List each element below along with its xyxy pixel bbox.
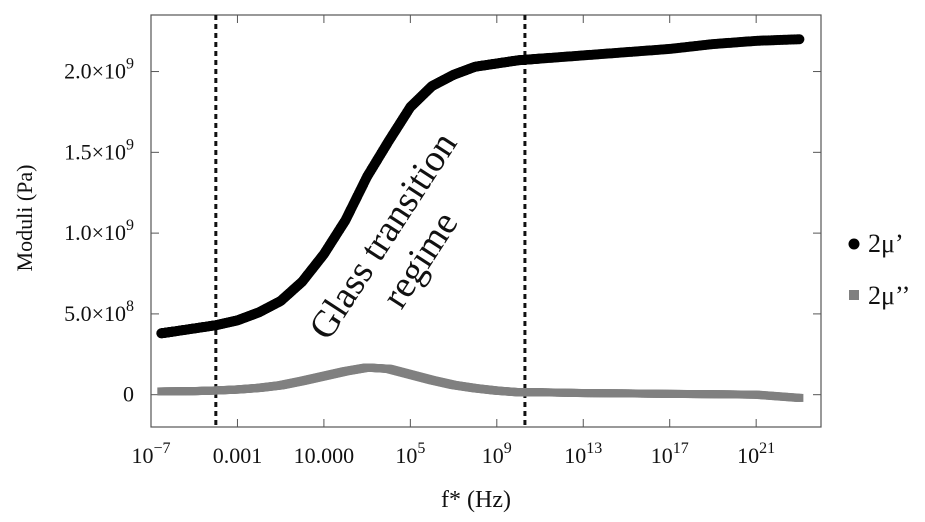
legend: 2μ’ 2μ’’ bbox=[848, 229, 910, 310]
x-tick-label: 1017 bbox=[651, 440, 689, 468]
y-tick-label: 5.0×108 bbox=[64, 298, 134, 326]
x-tick-label: 1021 bbox=[737, 440, 775, 468]
storage-modulus-point bbox=[794, 34, 805, 45]
legend-marker-loss bbox=[849, 290, 859, 300]
y-tick-label: 0 bbox=[123, 382, 134, 407]
y-tick-label: 1.5×109 bbox=[64, 136, 134, 164]
x-tick-label: 10.000 bbox=[294, 443, 355, 468]
y-tick-label: 2.0×109 bbox=[64, 56, 134, 84]
x-tick-labels: 10−7 0.001 10.000 105 109 1013 1017 1021 bbox=[131, 440, 775, 468]
axis-ticks bbox=[150, 15, 821, 427]
y-tick-label: 1.0×109 bbox=[64, 217, 134, 245]
y-axis-label: Moduli (Pa) bbox=[12, 165, 37, 272]
loss-modulus-point bbox=[795, 393, 804, 402]
series-loss-modulus bbox=[157, 363, 804, 402]
plot-frame bbox=[150, 14, 822, 428]
x-tick-label: 10−7 bbox=[131, 440, 170, 468]
y-tick-labels: 0 5.0×108 1.0×109 1.5×109 2.0×109 bbox=[64, 56, 134, 407]
x-tick-label: 109 bbox=[482, 440, 512, 468]
series-storage-modulus bbox=[156, 34, 805, 339]
x-tick-label: 105 bbox=[395, 440, 425, 468]
transition-boundary-lines bbox=[214, 15, 527, 427]
legend-label-storage: 2μ’ bbox=[868, 229, 904, 258]
legend-label-loss: 2μ’’ bbox=[868, 281, 910, 310]
x-tick-label: 0.001 bbox=[213, 443, 263, 468]
x-tick-label: 1013 bbox=[564, 440, 602, 468]
legend-marker-storage bbox=[848, 238, 860, 250]
x-axis-label: f* (Hz) bbox=[441, 487, 511, 513]
